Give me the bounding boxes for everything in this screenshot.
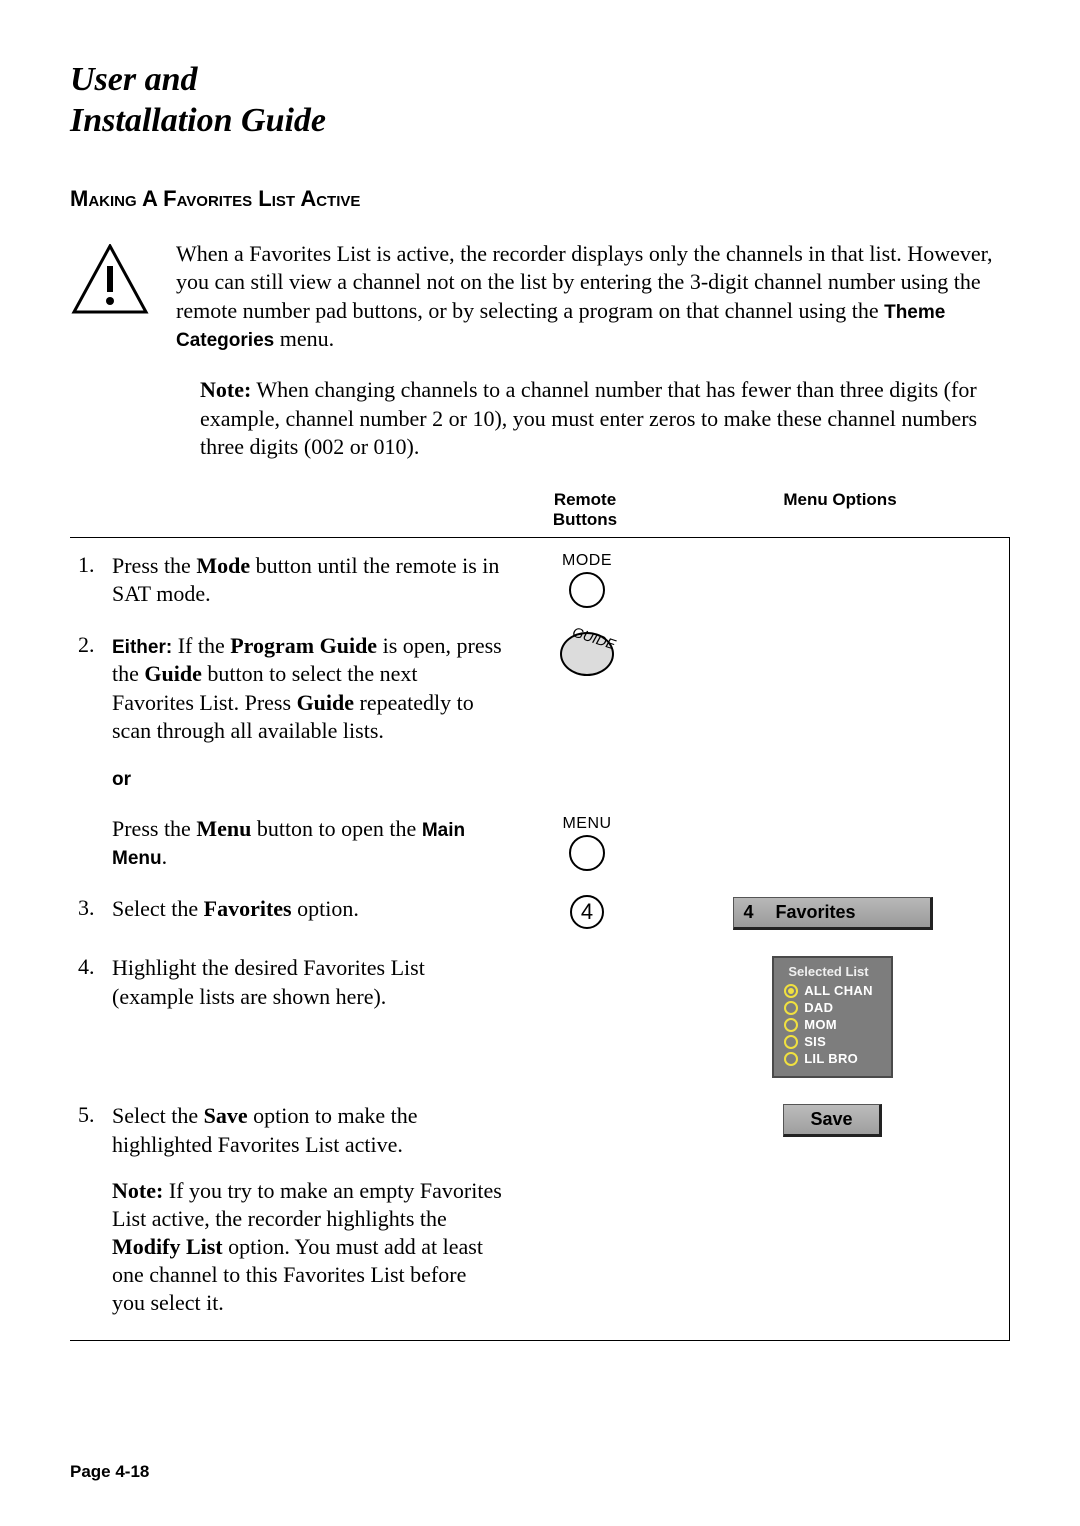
number-4-button-icon: 4: [570, 895, 604, 929]
note-block: Note: When changing channels to a channe…: [200, 376, 1010, 462]
procedure-table: 1. Press the Mode button until the remot…: [70, 537, 1010, 1341]
title-line-2: Installation Guide: [70, 102, 326, 139]
step-5: 5. Select the Save option to make the hi…: [78, 1102, 993, 1158]
step-2-alt: . Press the Menu button to open the Main…: [78, 815, 993, 872]
step-1-remote: MODE: [512, 552, 662, 608]
step-2: 2. Either: If the Program Guide is open,…: [78, 632, 993, 745]
step-4-text: Highlight the desired Favorites List (ex…: [112, 954, 502, 1010]
step-3-number: 3.: [78, 895, 102, 921]
guide-button-label: GUIDE: [571, 624, 618, 653]
save-menu-button: Save: [783, 1104, 881, 1137]
step-1-number: 1.: [78, 552, 102, 578]
step-3-remote: 4: [512, 895, 662, 929]
or-separator: or: [112, 769, 993, 791]
step-5-menu: Save: [672, 1102, 993, 1137]
step-2-remote: GUIDE: [512, 632, 662, 676]
col-menu-header: Menu Options: [670, 490, 1010, 531]
list-item: LIL BRO: [784, 1051, 873, 1066]
section-heading: Making A Favorites List Active: [70, 186, 1010, 212]
step-3-text: Select the Favorites option.: [112, 895, 502, 923]
list-item: SIS: [784, 1034, 873, 1049]
step-5-note-text: Note: If you try to make an empty Favori…: [112, 1177, 502, 1318]
step-4: 4. Highlight the desired Favorites List …: [78, 954, 993, 1078]
note-label: Note:: [200, 377, 251, 402]
step-3: 3. Select the Favorites option. 4 4 Favo…: [78, 895, 993, 930]
step-2-text: Either: If the Program Guide is open, pr…: [112, 632, 502, 745]
col-remote-header: Remote Buttons: [500, 490, 670, 531]
radio-filled-icon: [784, 984, 798, 998]
step-5-note: . Note: If you try to make an empty Favo…: [78, 1177, 993, 1318]
radio-icon: [784, 1035, 798, 1049]
list-item: MOM: [784, 1017, 873, 1032]
intro-text-a: When a Favorites List is active, the rec…: [176, 241, 993, 323]
col-remote-l2: Buttons: [553, 510, 617, 529]
favorites-menu-label: Favorites: [776, 902, 856, 923]
radio-icon: [784, 1018, 798, 1032]
intro-block: When a Favorites List is active, the rec…: [70, 240, 1010, 355]
radio-icon: [784, 1001, 798, 1015]
step-4-menu: Selected List ALL CHAN DAD MOM SIS LIL B…: [672, 954, 993, 1078]
guide-button-icon: GUIDE: [560, 632, 614, 676]
col-remote-l1: Remote: [554, 490, 616, 509]
step-1: 1. Press the Mode button until the remot…: [78, 552, 993, 608]
menu-button-label: MENU: [562, 815, 611, 833]
step-4-number: 4.: [78, 954, 102, 980]
intro-paragraph: When a Favorites List is active, the rec…: [176, 240, 1010, 355]
mode-button-icon: [569, 572, 605, 608]
step-5-number: 5.: [78, 1102, 102, 1128]
step-2-number: 2.: [78, 632, 102, 658]
column-headers: Remote Buttons Menu Options: [70, 490, 1010, 531]
favorites-menu-button: 4 Favorites: [733, 897, 933, 930]
step-5-text: Select the Save option to make the highl…: [112, 1102, 502, 1158]
menu-button-icon: [569, 835, 605, 871]
favorites-menu-number: 4: [744, 902, 754, 923]
doc-title: User and Installation Guide: [70, 60, 1010, 142]
step-3-menu: 4 Favorites: [672, 895, 993, 930]
list-item: ALL CHAN: [784, 983, 873, 998]
selected-list-title: Selected List: [784, 964, 873, 979]
step-2-alt-text: Press the Menu button to open the Main M…: [112, 815, 502, 872]
list-item: DAD: [784, 1000, 873, 1015]
radio-icon: [784, 1052, 798, 1066]
selected-list-panel: Selected List ALL CHAN DAD MOM SIS LIL B…: [772, 956, 893, 1078]
note-text: When changing channels to a channel numb…: [200, 377, 977, 459]
page-footer: Page 4-18: [70, 1462, 149, 1482]
step-2-alt-remote: MENU: [512, 815, 662, 872]
title-line-1: User and: [70, 61, 198, 98]
intro-text-b: menu.: [274, 326, 334, 351]
warning-icon: [70, 244, 150, 355]
mode-button-label: MODE: [562, 552, 612, 570]
step-1-text: Press the Mode button until the remote i…: [112, 552, 502, 608]
